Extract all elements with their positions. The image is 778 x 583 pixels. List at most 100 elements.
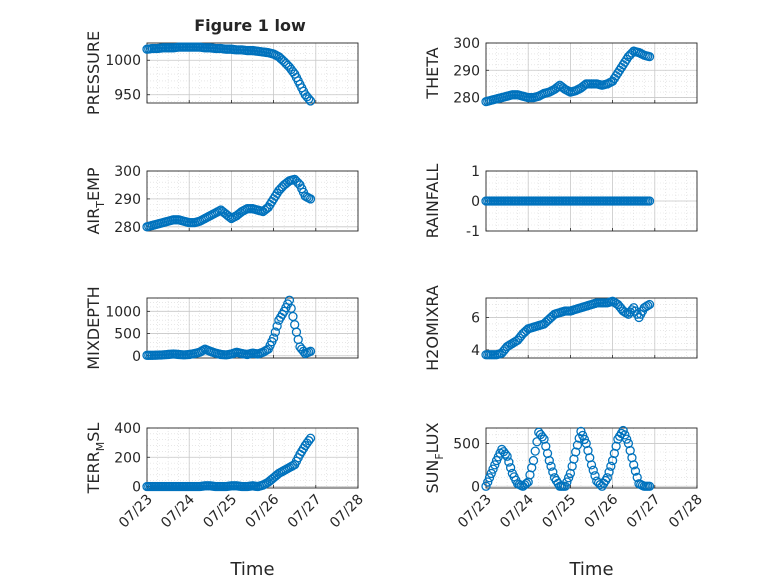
data-point xyxy=(198,345,208,355)
subplot-4: -1 0 1 RAINFALL xyxy=(423,164,698,240)
data-point xyxy=(530,446,540,456)
data-point xyxy=(604,467,614,477)
y-tick-label: 280 xyxy=(114,220,141,236)
data-series xyxy=(142,174,316,232)
x-tick-label: 07/27 xyxy=(285,492,325,532)
data-point xyxy=(502,451,512,461)
data-point xyxy=(304,94,314,104)
x-tick-label: 07/26 xyxy=(243,491,283,531)
axes-frame xyxy=(146,170,359,232)
data-point xyxy=(622,434,632,444)
y-tick-label: 1000 xyxy=(105,53,141,69)
data-point xyxy=(224,212,235,222)
data-point xyxy=(560,481,570,491)
data-point xyxy=(571,447,581,457)
figure-title: Figure 1 low xyxy=(194,16,306,35)
x-tick-label: 07/25 xyxy=(200,492,240,532)
data-point xyxy=(630,466,641,476)
data-point xyxy=(305,96,316,106)
y-tick-label: 300 xyxy=(453,36,480,52)
data-point xyxy=(305,433,316,443)
y-tick-label: 0 xyxy=(471,194,480,210)
data-point xyxy=(272,321,282,331)
x-tick-label: 07/24 xyxy=(497,491,537,531)
data-point xyxy=(644,196,655,206)
y-tick-label: 0 xyxy=(471,479,480,495)
data-point xyxy=(546,461,556,471)
data-point xyxy=(483,477,493,487)
data-point xyxy=(644,299,655,310)
y-tick-label: 400 xyxy=(114,421,141,437)
data-point xyxy=(548,467,558,477)
data-point xyxy=(563,473,574,483)
y-tick-label: 1000 xyxy=(105,304,141,320)
y-axis-label: TERRMSL xyxy=(84,423,107,495)
x-tick-label: 07/23 xyxy=(455,492,495,532)
data-point xyxy=(590,471,600,481)
y-tick-label: 500 xyxy=(453,436,480,452)
data-series xyxy=(481,196,655,206)
data-point xyxy=(481,481,491,491)
major-grid xyxy=(147,171,358,231)
subplot-7: 0 200 400 TERRMSL xyxy=(84,421,359,496)
data-point xyxy=(504,457,514,467)
y-tick-label: -1 xyxy=(466,224,480,240)
y-axis-label: SUNFLUX xyxy=(423,422,446,493)
x-tick-label: 07/26 xyxy=(582,491,622,531)
data-point xyxy=(572,440,583,450)
subplot-8: 0 500 SUNFLUX xyxy=(423,422,698,495)
x-tick-label: 07/24 xyxy=(158,491,198,531)
data-point xyxy=(620,430,630,440)
axes-frame xyxy=(485,427,698,489)
x-axis-label: Time xyxy=(568,559,613,580)
data-point xyxy=(305,194,316,204)
y-tick-label: 290 xyxy=(453,63,480,79)
y-tick-label: 0 xyxy=(132,349,141,365)
data-point xyxy=(484,473,495,483)
y-axis-label: THETA xyxy=(423,47,442,99)
y-tick-label: 200 xyxy=(114,450,141,466)
data-point xyxy=(643,300,653,311)
y-tick-label: 300 xyxy=(114,164,141,180)
x-tick-label: 07/25 xyxy=(539,492,579,532)
y-tick-label: 950 xyxy=(114,88,141,104)
data-point xyxy=(537,432,547,442)
y-tick-label: 280 xyxy=(453,91,480,107)
y-tick-label: 1 xyxy=(471,164,480,180)
data-point xyxy=(606,461,616,471)
data-series xyxy=(142,42,316,106)
data-point xyxy=(544,455,554,466)
data-point xyxy=(644,481,655,491)
x-tick-label: 07/28 xyxy=(327,492,367,532)
data-point xyxy=(490,460,500,470)
data-point xyxy=(268,333,279,343)
y-axis-label: MIXDEPTH xyxy=(84,286,103,369)
axes-frame xyxy=(485,297,698,359)
x-tick-label: 07/27 xyxy=(624,492,664,532)
y-tick-label: 0 xyxy=(132,480,141,496)
minor-grid xyxy=(147,427,358,488)
data-point xyxy=(521,478,532,489)
x-axis-label: Time xyxy=(229,559,274,580)
data-point xyxy=(632,472,642,483)
axes-frame xyxy=(146,42,359,104)
y-axis-label: H2OMIXRA xyxy=(423,285,442,371)
data-point xyxy=(486,468,496,479)
data-point xyxy=(618,425,628,436)
data-series xyxy=(142,433,316,492)
data-point xyxy=(644,51,655,62)
data-point xyxy=(304,436,314,446)
data-point xyxy=(602,473,612,483)
y-tick-label: 500 xyxy=(114,327,141,343)
data-point xyxy=(629,460,639,470)
axes-frame xyxy=(146,297,359,359)
data-series xyxy=(142,295,316,360)
data-point xyxy=(488,464,498,474)
data-series xyxy=(481,425,655,491)
data-point xyxy=(305,346,316,356)
data-point xyxy=(500,449,510,459)
subplot-2: 280 290 300 THETA xyxy=(423,36,698,107)
y-tick-label: 6 xyxy=(471,310,480,326)
